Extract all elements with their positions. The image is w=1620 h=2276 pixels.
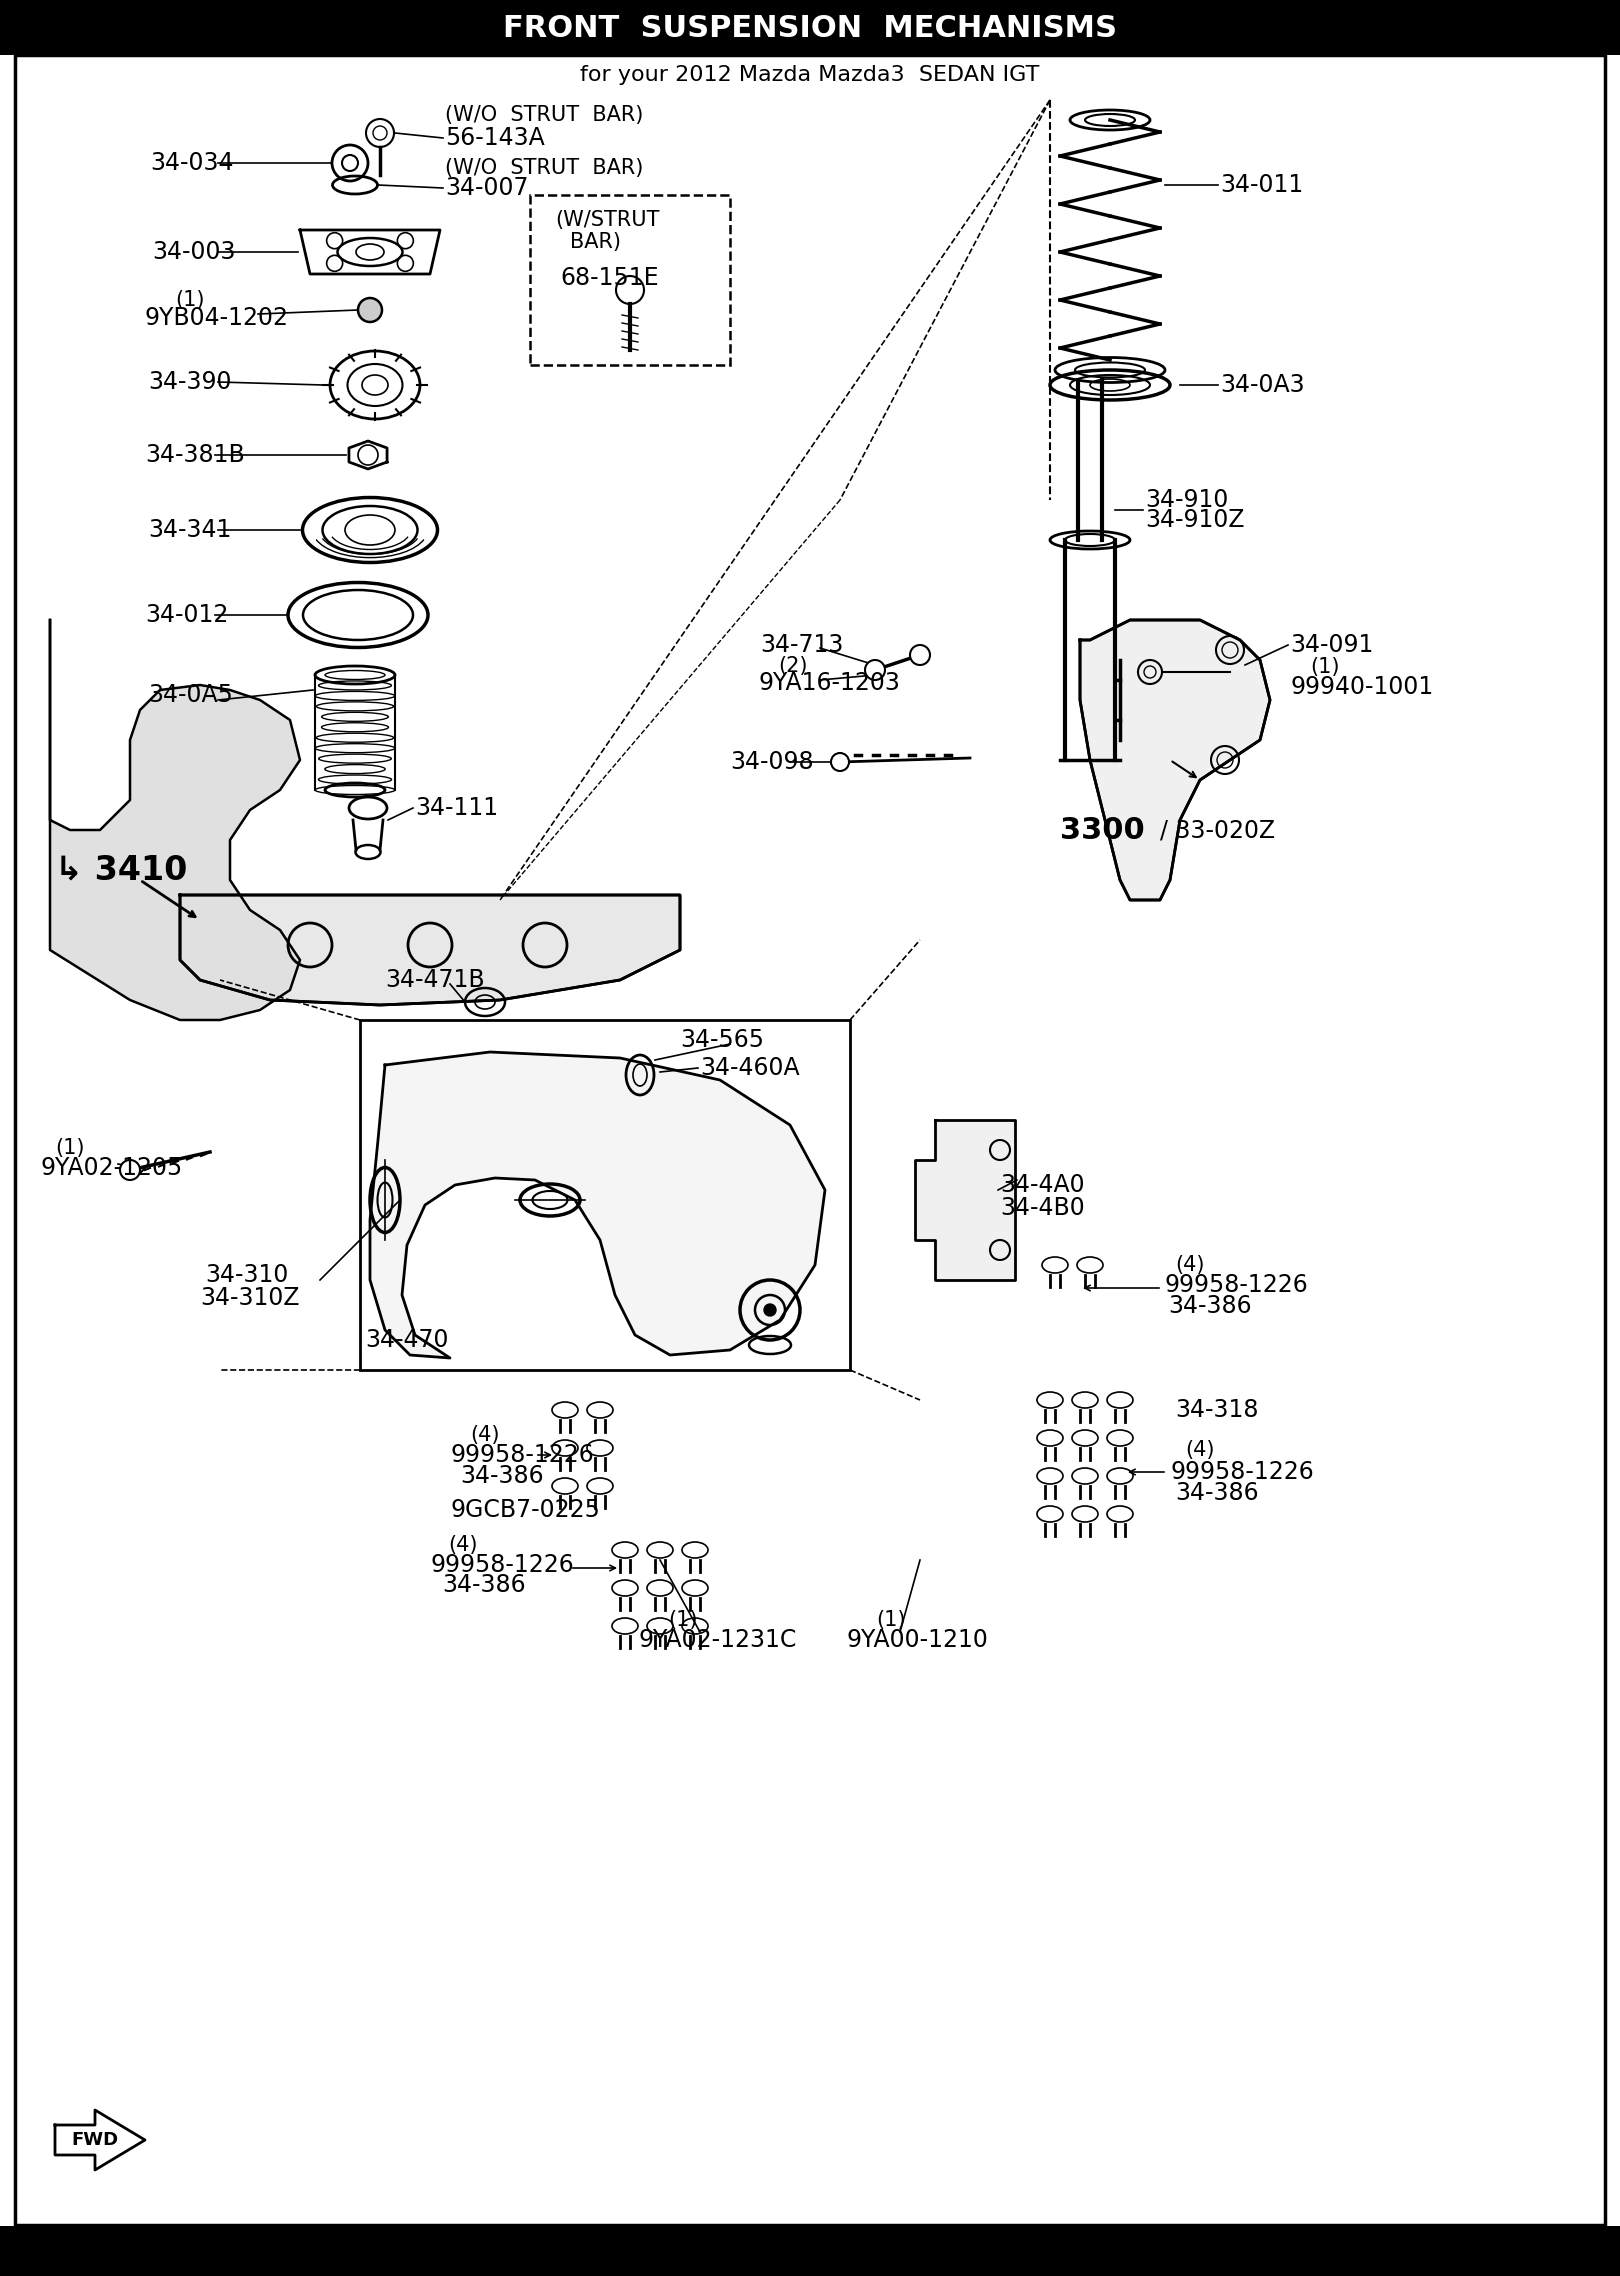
Text: 56-143A: 56-143A (446, 125, 544, 150)
Text: 99958-1226: 99958-1226 (1170, 1459, 1314, 1484)
Circle shape (120, 1161, 139, 1179)
Text: 99958-1226: 99958-1226 (429, 1552, 573, 1577)
Text: 9YB04-1202: 9YB04-1202 (146, 305, 288, 330)
Text: FWD: FWD (71, 2130, 118, 2149)
Text: 34-390: 34-390 (147, 371, 232, 394)
Text: 34-381B: 34-381B (146, 444, 245, 467)
Text: 34-386: 34-386 (1168, 1295, 1252, 1318)
Text: (W/O  STRUT  BAR): (W/O STRUT BAR) (446, 105, 643, 125)
Polygon shape (915, 1120, 1016, 1279)
Text: 34-111: 34-111 (415, 797, 497, 819)
Text: 34-4B0: 34-4B0 (1000, 1195, 1085, 1220)
Bar (0, 0, 1620, 55)
Text: (W/O  STRUT  BAR): (W/O STRUT BAR) (446, 157, 643, 178)
Text: FRONT  SUSPENSION  MECHANISMS: FRONT SUSPENSION MECHANISMS (502, 14, 1118, 43)
Text: (1): (1) (175, 289, 204, 310)
Text: 9GCB7-0225: 9GCB7-0225 (450, 1498, 599, 1523)
Text: 34-034: 34-034 (151, 150, 233, 175)
Polygon shape (1081, 619, 1270, 899)
Polygon shape (50, 619, 300, 1020)
Text: 34-910Z: 34-910Z (1145, 508, 1244, 533)
Text: 34-0A3: 34-0A3 (1220, 373, 1304, 396)
Text: ↳ 3410: ↳ 3410 (55, 854, 188, 885)
Text: 34-4A0: 34-4A0 (1000, 1172, 1085, 1197)
Text: 34-341: 34-341 (147, 519, 232, 542)
Text: 34-386: 34-386 (1174, 1482, 1259, 1504)
Polygon shape (55, 2110, 146, 2169)
Text: 34-0A5: 34-0A5 (147, 683, 233, 708)
Text: 34-910: 34-910 (1145, 487, 1228, 512)
Text: 34-713: 34-713 (760, 633, 844, 658)
Text: 34-012: 34-012 (146, 603, 228, 626)
Circle shape (910, 644, 930, 665)
Text: 34-460A: 34-460A (700, 1056, 800, 1081)
Text: (1): (1) (876, 1609, 906, 1630)
Text: 34-310Z: 34-310Z (199, 1286, 300, 1311)
Text: (4): (4) (1174, 1254, 1205, 1275)
Circle shape (865, 660, 885, 681)
Text: (1): (1) (1311, 658, 1340, 676)
Text: (1): (1) (667, 1609, 698, 1630)
Circle shape (358, 298, 382, 321)
Text: (4): (4) (470, 1425, 499, 1445)
Text: / 33-020Z: / 33-020Z (1160, 817, 1275, 842)
Text: (W/STRUT: (W/STRUT (556, 209, 659, 230)
Text: 34-386: 34-386 (442, 1573, 525, 1598)
Bar (530, 196, 731, 364)
Text: 34-471B: 34-471B (386, 967, 484, 992)
Text: (1): (1) (55, 1138, 84, 1158)
Text: 34-386: 34-386 (460, 1463, 544, 1489)
Text: 34-318: 34-318 (1174, 1397, 1259, 1422)
Text: 34-310: 34-310 (206, 1263, 288, 1286)
Text: 99940-1001: 99940-1001 (1290, 676, 1434, 699)
Text: 9YA02-1205: 9YA02-1205 (40, 1156, 181, 1179)
Text: 9YA00-1210: 9YA00-1210 (846, 1627, 988, 1652)
Text: 9YA16-1203: 9YA16-1203 (758, 671, 899, 694)
Text: 99958-1226: 99958-1226 (1165, 1272, 1309, 1297)
Polygon shape (369, 1052, 825, 1359)
Text: for your 2012 Mazda Mazda3  SEDAN IGT: for your 2012 Mazda Mazda3 SEDAN IGT (580, 66, 1040, 84)
Text: 34-098: 34-098 (731, 751, 813, 774)
Text: BAR): BAR) (570, 232, 620, 253)
Circle shape (831, 753, 849, 772)
Polygon shape (180, 894, 680, 1006)
Text: (4): (4) (449, 1534, 478, 1555)
Text: 34-007: 34-007 (446, 175, 528, 200)
Bar (360, 1020, 850, 1370)
Text: (2): (2) (778, 655, 807, 676)
Text: 99958-1226: 99958-1226 (450, 1443, 595, 1468)
Text: 34-003: 34-003 (152, 239, 235, 264)
Text: (4): (4) (1184, 1441, 1215, 1459)
Text: 3300: 3300 (1059, 815, 1145, 844)
Bar (0, 2226, 1620, 2276)
Text: 9YA02-1231C: 9YA02-1231C (638, 1627, 797, 1652)
Text: 34-470: 34-470 (364, 1327, 449, 1352)
Circle shape (765, 1304, 776, 1316)
Text: 34-565: 34-565 (680, 1029, 765, 1052)
Text: 34-011: 34-011 (1220, 173, 1302, 198)
Text: 34-091: 34-091 (1290, 633, 1374, 658)
Text: 68-151E: 68-151E (561, 266, 659, 289)
